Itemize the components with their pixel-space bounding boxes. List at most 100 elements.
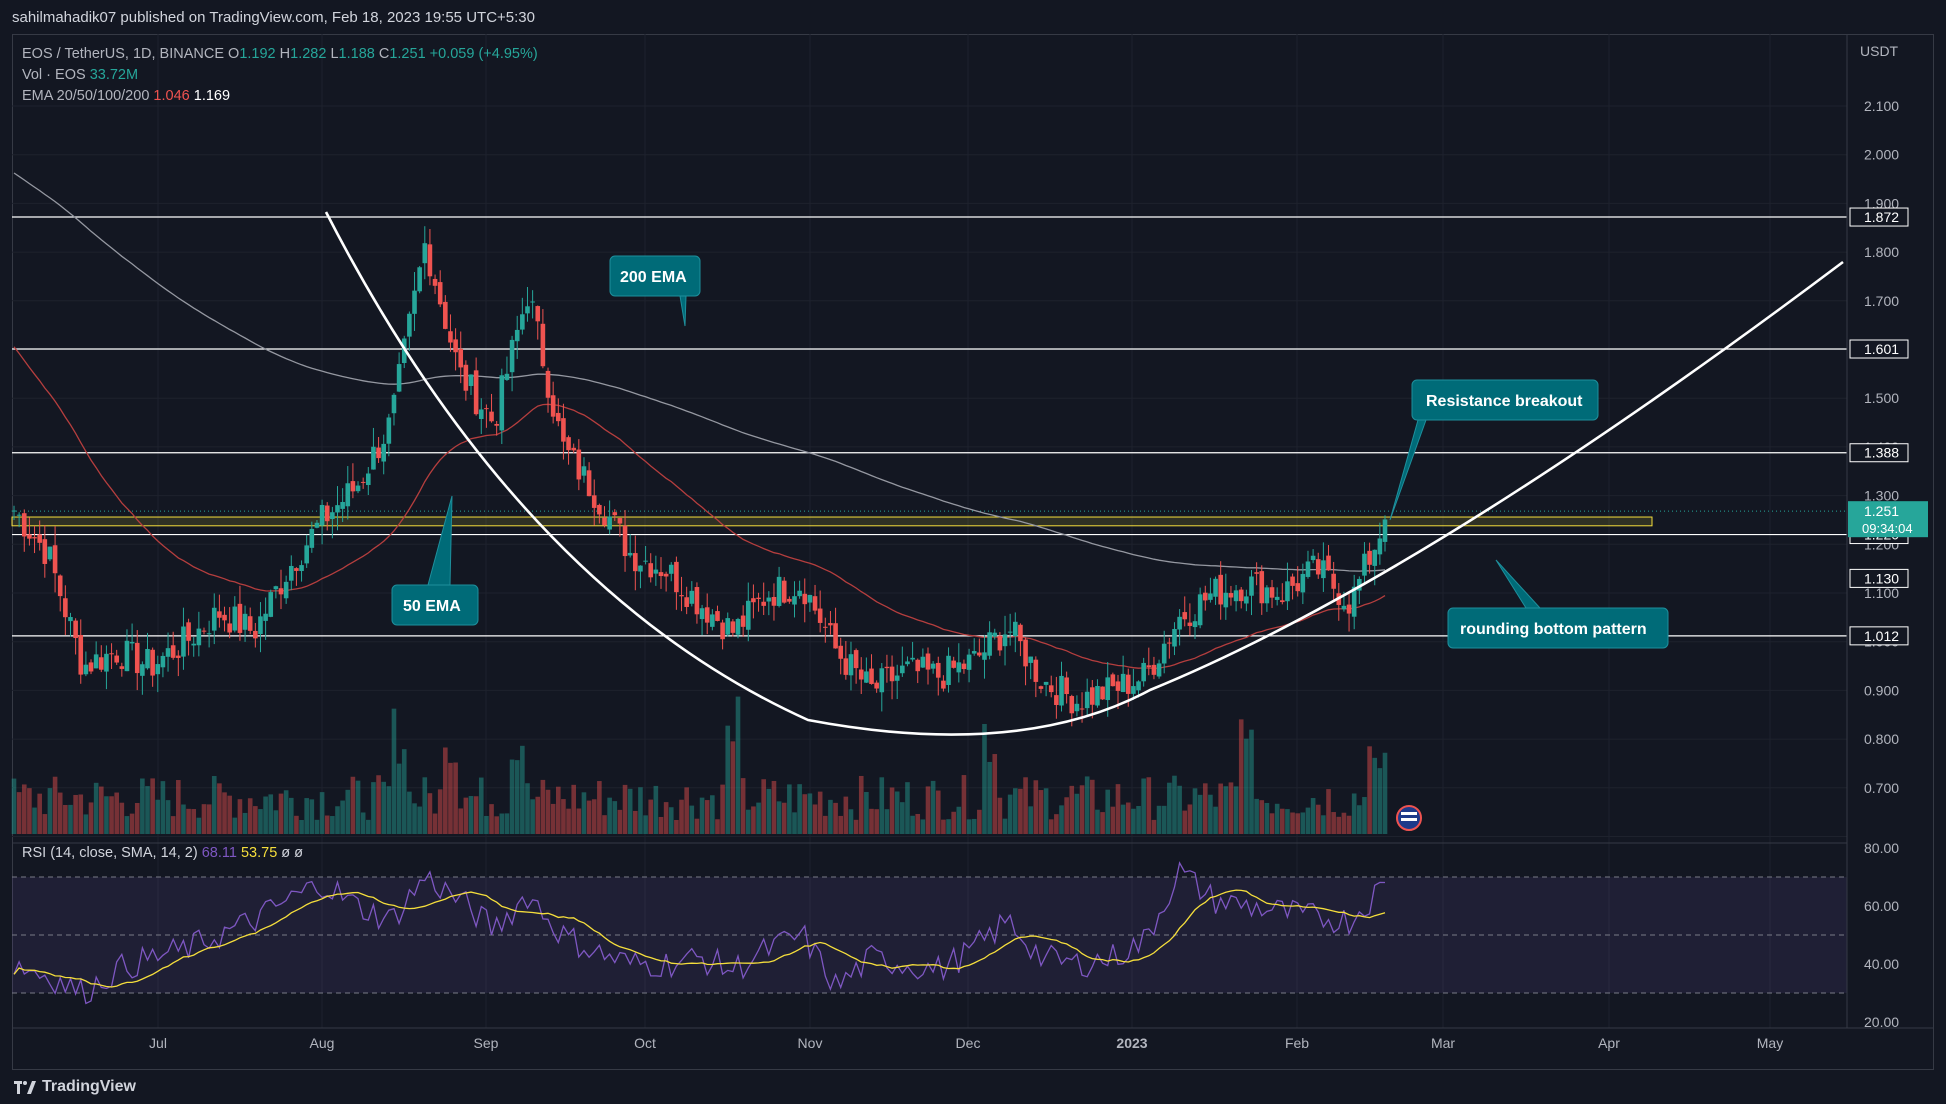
candle-body [576,449,582,480]
volume-bar [571,784,576,834]
candle-body [478,409,484,420]
ema-label[interactable]: EMA 20/50/100/200 [22,88,150,104]
candle-body [1331,573,1336,589]
rsi-sma-line [13,889,1386,988]
volume-bar [391,708,397,834]
volume-bar [1197,794,1203,834]
chart-frame [12,34,1934,1070]
candle-body [1059,675,1064,706]
volume-bar [1346,815,1352,834]
candle-body [648,563,654,578]
publisher-bar: sahilmahadik07 published on TradingView.… [0,0,1946,34]
volume-bar [1177,785,1182,834]
volume-bar [1002,818,1008,834]
volume-bar [206,804,212,834]
price-tick-label: 0.700 [1864,780,1899,796]
candle-body [412,290,417,314]
candle-body [607,516,612,530]
callout-pointer [427,495,453,586]
volume-bar [997,797,1003,834]
level-tag-label: 1.130 [1864,570,1899,586]
candle-body [1136,681,1141,691]
time-tick-label: Oct [634,1035,656,1051]
volume-bar [473,796,479,834]
candle-body [1259,571,1265,604]
volume-bar [776,801,782,834]
volume-bar [21,784,27,834]
volume-bar [879,777,885,834]
volume-bar [1187,804,1193,834]
open-label: O [228,46,240,62]
candle-body [756,597,761,600]
candle-body [694,587,700,615]
candle-body [1028,656,1033,663]
symbol-title[interactable]: EOS / TetherUS, 1D, BINANCE [22,46,224,62]
candle-body [222,614,227,621]
candle-body [1223,592,1229,608]
volume-bar [1095,809,1100,834]
volume-bar [1151,819,1157,834]
candle-body [1310,555,1316,561]
volume-bar [602,815,607,834]
candle-body [555,412,561,422]
candle-body [668,564,674,574]
candle-body [858,669,864,680]
candle-body [165,648,171,657]
volume-bar [1223,786,1229,834]
candle-body [658,572,664,577]
volume-bar [735,696,741,834]
candle-body [977,652,982,656]
candle-body [288,565,294,581]
candle-body [11,510,17,512]
candle-body [561,418,566,442]
candle-body [817,608,823,623]
candle-body [1079,708,1085,710]
candle-body [617,518,623,524]
candle-body [1238,589,1244,602]
candle-body [992,632,998,637]
volume-bar [78,794,84,834]
rsi-label[interactable]: RSI (14, close, SMA, 14, 2) [22,845,198,861]
time-tick-label: Apr [1598,1035,1620,1051]
candle-body [509,339,515,373]
volume-bar [1285,809,1290,834]
volume-bar [545,789,551,834]
candle-body [453,339,458,353]
candle-body [360,481,366,483]
tradingview-logo-icon [14,1081,36,1094]
footer-brand[interactable]: TradingView [42,1078,136,1095]
candle-body [951,660,956,668]
volume-bar [165,800,171,834]
volume-bar [756,802,761,834]
candle-body [196,628,202,646]
candle-body [848,654,854,676]
candle-body [170,645,176,658]
volume-bar [417,806,422,834]
callout-label: Resistance breakout [1426,393,1583,410]
candle-body [638,565,643,572]
time-tick-label: Mar [1431,1035,1455,1051]
price-tick-label: 1.500 [1864,390,1899,406]
volume-bar [432,813,438,834]
volume-bar [1167,782,1172,834]
rsi-value: 68.11 [201,845,237,861]
volume-bar [1161,805,1167,834]
volume-label[interactable]: Vol · EOS [22,67,86,83]
volume-bar [1048,819,1054,834]
volume-bar [1064,797,1069,834]
volume-bar [247,798,253,834]
volume-bar [1362,797,1367,834]
candle-body [1218,574,1223,605]
callout-pointer [679,295,687,327]
volume-bar [704,800,710,834]
candle-body [915,659,921,672]
candle-body [1372,549,1378,566]
candle-body [1012,621,1018,637]
volume-bar [258,809,263,834]
volume-bar [1238,719,1244,834]
volume-bar [648,799,654,834]
time-tick-label: Dec [956,1035,981,1051]
volume-bar [581,792,587,834]
candle-body [160,655,166,668]
